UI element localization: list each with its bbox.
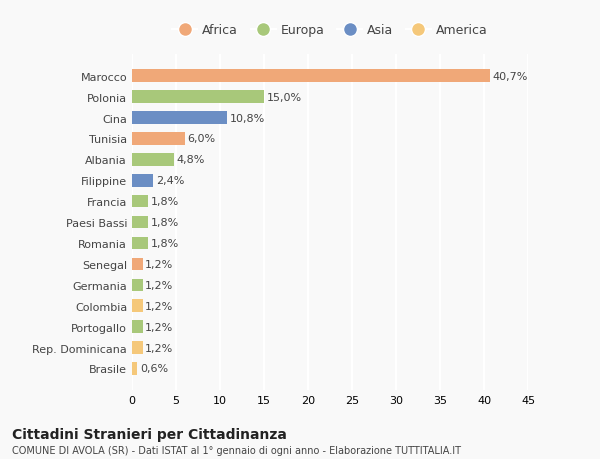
- Text: 10,8%: 10,8%: [230, 113, 265, 123]
- Text: COMUNE DI AVOLA (SR) - Dati ISTAT al 1° gennaio di ogni anno - Elaborazione TUTT: COMUNE DI AVOLA (SR) - Dati ISTAT al 1° …: [12, 445, 461, 455]
- Text: 0,6%: 0,6%: [140, 364, 168, 374]
- Text: 1,8%: 1,8%: [151, 239, 179, 248]
- Bar: [132, 133, 185, 146]
- Bar: [132, 258, 143, 271]
- Bar: [132, 341, 143, 354]
- Text: 6,0%: 6,0%: [187, 134, 215, 144]
- Bar: [132, 112, 227, 124]
- Legend: Africa, Europa, Asia, America: Africa, Europa, Asia, America: [166, 18, 494, 43]
- Bar: [132, 196, 148, 208]
- Bar: [132, 174, 153, 187]
- Text: 4,8%: 4,8%: [177, 155, 205, 165]
- Text: 1,2%: 1,2%: [145, 322, 173, 332]
- Text: 1,8%: 1,8%: [151, 197, 179, 207]
- Bar: [132, 70, 490, 83]
- Text: 1,2%: 1,2%: [145, 343, 173, 353]
- Text: 1,2%: 1,2%: [145, 301, 173, 311]
- Text: 1,2%: 1,2%: [145, 280, 173, 290]
- Text: 40,7%: 40,7%: [493, 72, 528, 82]
- Text: 2,4%: 2,4%: [156, 176, 184, 186]
- Bar: [132, 216, 148, 229]
- Bar: [132, 321, 143, 333]
- Text: 15,0%: 15,0%: [266, 92, 302, 102]
- Text: 1,8%: 1,8%: [151, 218, 179, 228]
- Bar: [132, 363, 137, 375]
- Text: 1,2%: 1,2%: [145, 259, 173, 269]
- Text: Cittadini Stranieri per Cittadinanza: Cittadini Stranieri per Cittadinanza: [12, 427, 287, 441]
- Bar: [132, 279, 143, 291]
- Bar: [132, 91, 264, 104]
- Bar: [132, 154, 174, 166]
- Bar: [132, 300, 143, 312]
- Bar: [132, 237, 148, 250]
